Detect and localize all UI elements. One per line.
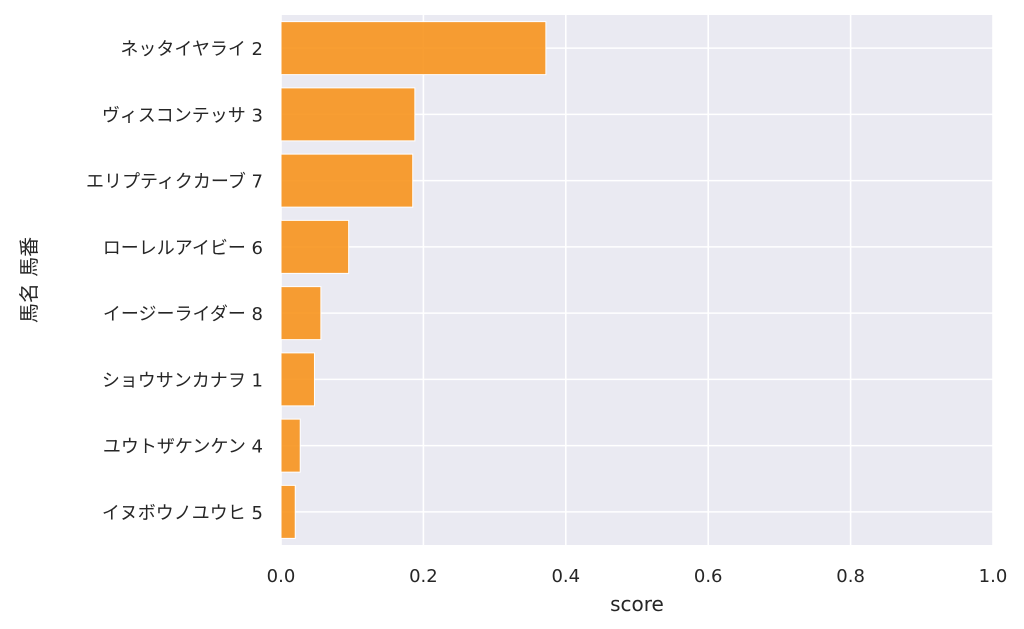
x-tick-label: 0.0 (267, 566, 296, 587)
x-tick-label: 0.6 (694, 566, 723, 587)
bar (280, 484, 296, 539)
x-tick-labels: 0.0 0.2 0.4 0.6 0.8 1.0 (267, 566, 1008, 587)
y-axis-title: 馬名 馬番 (17, 237, 41, 323)
x-tick-label: 0.4 (551, 566, 580, 587)
bar (280, 418, 301, 473)
bars (280, 21, 547, 539)
bar (280, 87, 416, 142)
category-label: ユウトザケンケン 4 (103, 437, 263, 458)
category-label: ショウサンカナヲ 1 (102, 370, 263, 391)
x-tick-label: 1.0 (979, 566, 1008, 587)
bar (280, 153, 414, 208)
category-label: イージーライダー 8 (103, 304, 263, 325)
category-label: ヴィスコンテッサ 3 (102, 105, 263, 126)
bar (280, 286, 322, 341)
bar (280, 21, 547, 76)
bar (280, 352, 315, 407)
category-label: ローレルアイビー 6 (103, 238, 263, 259)
x-tick-label: 0.2 (409, 566, 438, 587)
category-label: エリプティクカーブ 7 (86, 171, 263, 193)
x-tick-label: 0.8 (836, 566, 865, 587)
bar (280, 219, 350, 274)
category-label: ネッタイヤライ 2 (120, 39, 263, 60)
category-labels: ネッタイヤライ 2 ヴィスコンテッサ 3 エリプティクカーブ 7 ローレルアイビー 6… (86, 39, 263, 524)
x-axis-title: score (610, 592, 664, 616)
category-label: イヌボウノユウヒ 5 (102, 503, 263, 524)
